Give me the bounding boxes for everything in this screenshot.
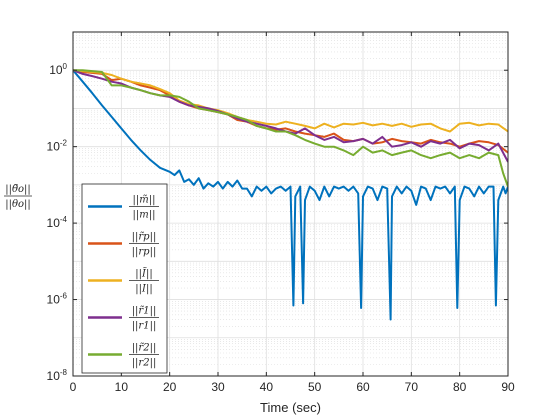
legend-label-denominator: ||rp||	[132, 247, 157, 258]
x-tick-label: 10	[115, 380, 129, 394]
series-line-5	[73, 69, 508, 187]
series-line-3	[73, 69, 508, 133]
x-tick-label: 80	[453, 380, 467, 394]
x-tick-label: 60	[356, 380, 370, 394]
y-tick-label: 10-4	[47, 215, 68, 230]
x-tick-label: 40	[260, 380, 274, 394]
legend-label-numerator: ||Ĩ||	[135, 268, 152, 280]
legend-label-numerator: ||r̃2||	[132, 343, 157, 354]
y-axis: 100 10-2 10-4 10-6 10-8	[47, 62, 508, 383]
y-axis-label: ||θ̃o|| ||θo||	[4, 184, 32, 210]
x-tick-label: 90	[501, 380, 515, 394]
series-layer	[73, 69, 508, 321]
legend-label-denominator: ||r1||	[132, 321, 157, 332]
legend-label-numerator: ||r̃1||	[132, 306, 157, 317]
legend-label-numerator: ||m̃||	[133, 195, 156, 206]
x-axis-label: Time (sec)	[260, 400, 321, 415]
x-axis: 0 10 20 30 40 50 60 70 80 90	[70, 32, 515, 394]
x-tick-label: 30	[211, 380, 225, 394]
x-tick-label: 0	[70, 380, 77, 394]
legend-label-denominator: ||m||	[133, 210, 156, 221]
legend-box	[81, 183, 168, 374]
y-tick-label: 10-6	[47, 292, 68, 307]
y-tick-label: 10-8	[47, 368, 68, 383]
y-tick-label: 100	[49, 62, 67, 77]
plot-frame	[72, 31, 509, 377]
legend: ||m̃|| ||m|| ||r̃p|| ||rp|| ||Ĩ|| ||I|| ||r̃1|…	[81, 183, 168, 374]
x-tick-label: 50	[308, 380, 322, 394]
y-tick-label: 10-2	[47, 139, 68, 154]
x-tick-label: 70	[405, 380, 419, 394]
series-line-2	[73, 69, 508, 154]
y-label-numerator: ||θ̃o||	[5, 184, 31, 195]
x-tick-label: 20	[163, 380, 177, 394]
legend-label-numerator: ||r̃p||	[132, 232, 157, 243]
series-line-1	[73, 69, 508, 321]
y-label-denominator: ||θo||	[5, 199, 31, 210]
legend-label-denominator: ||r2||	[132, 358, 157, 369]
legend-label-denominator: ||I||	[135, 284, 152, 295]
